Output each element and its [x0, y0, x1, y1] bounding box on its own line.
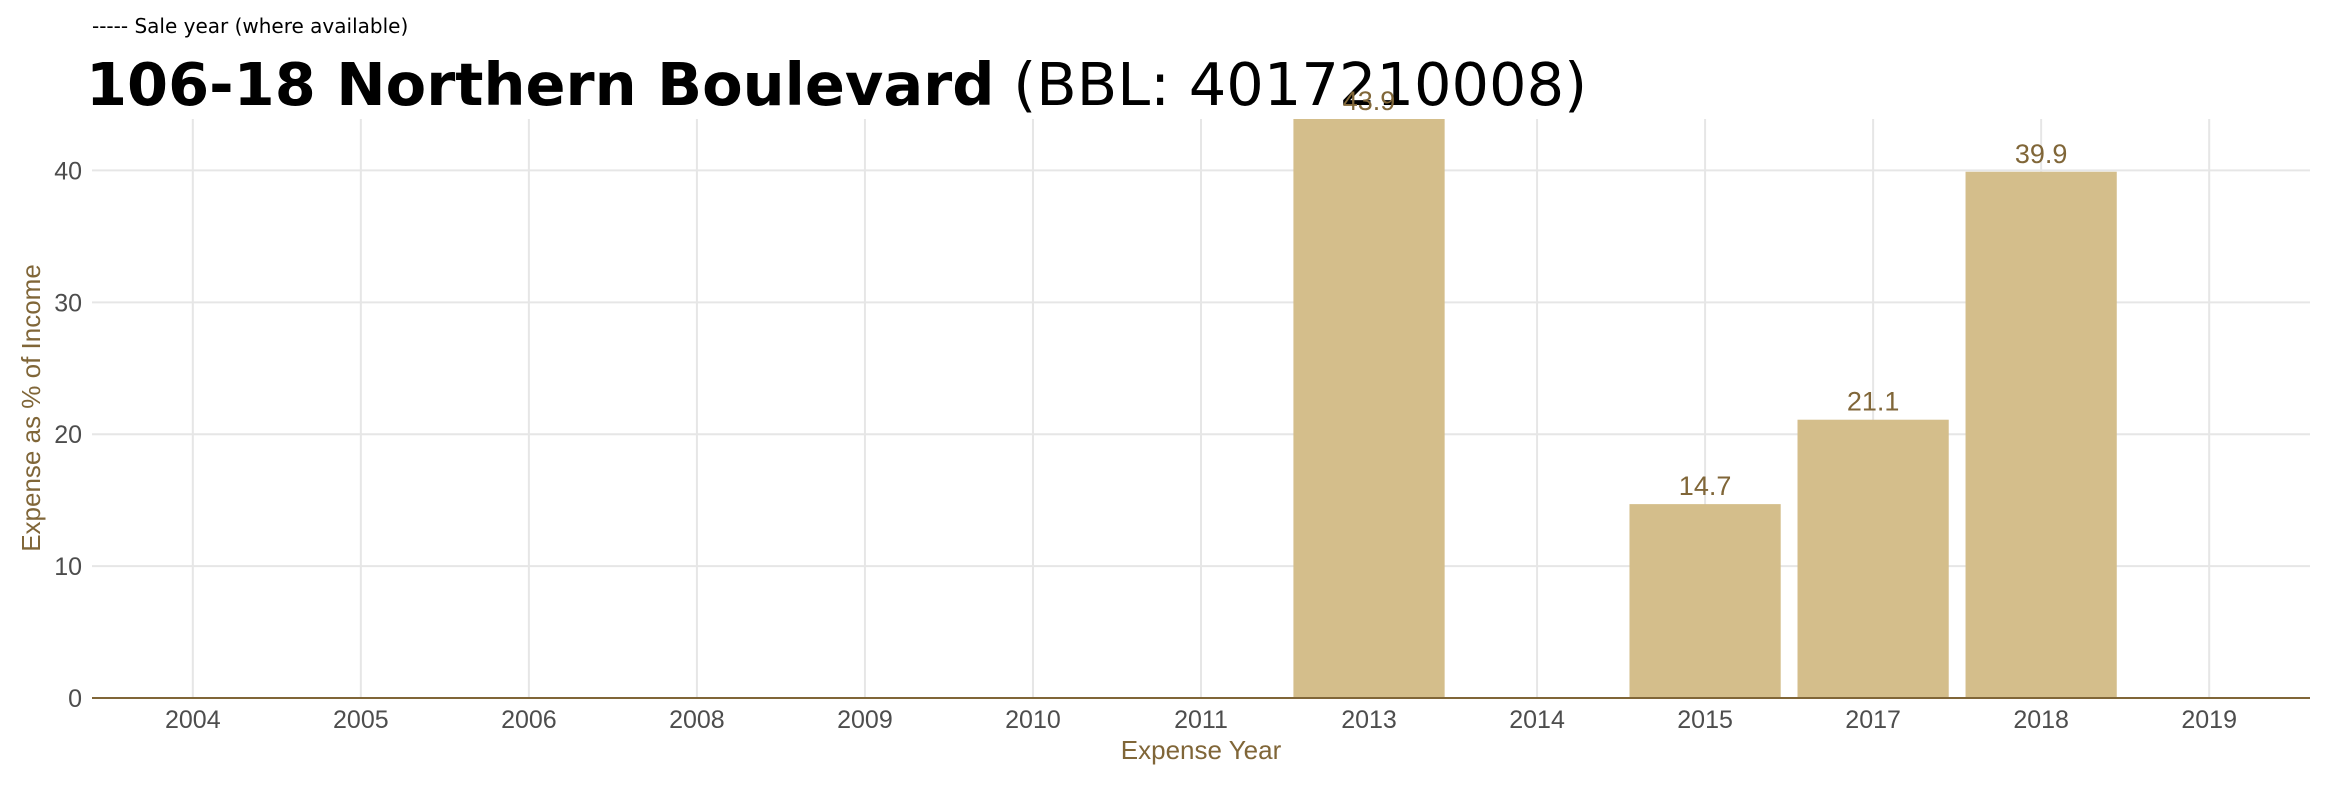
- legend-note: ----- Sale year (where available): [92, 14, 409, 38]
- x-tick-label: 2014: [1509, 706, 1565, 734]
- y-tick-label: 10: [54, 553, 82, 581]
- y-tick-label: 30: [54, 289, 82, 317]
- title-address: 106-18 Northern Boulevard: [86, 50, 995, 119]
- bar: [1629, 504, 1781, 698]
- y-axis-label: Expense as % of Income: [16, 264, 46, 552]
- y-tick-label: 20: [54, 421, 82, 449]
- bars: [1293, 119, 2117, 698]
- x-tick-label: 2006: [501, 706, 557, 734]
- title-bbl: (BBL: 4017210008): [1013, 50, 1588, 119]
- x-tick-label: 2010: [1005, 706, 1061, 734]
- x-tick-label: 2019: [2181, 706, 2237, 734]
- data-label: 14.7: [1679, 471, 1732, 501]
- x-tick-label: 2011: [1174, 706, 1228, 734]
- x-tick-label: 2015: [1677, 706, 1733, 734]
- data-labels: 43.9 14.7 21.1 39.9: [1343, 86, 2068, 501]
- x-axis-label: Expense Year: [1121, 735, 1282, 765]
- y-tick-label: 40: [54, 157, 82, 185]
- x-tick-label: 2009: [837, 706, 893, 734]
- x-tick-label: 2018: [2013, 706, 2069, 734]
- data-label: 43.9: [1343, 86, 1396, 116]
- x-tick-label: 2005: [333, 706, 389, 734]
- data-label: 21.1: [1847, 387, 1900, 417]
- y-tick-labels: 0 10 20 30 40: [54, 157, 82, 713]
- bar: [1293, 119, 1445, 698]
- x-tick-label: 2008: [669, 706, 725, 734]
- bar: [1965, 171, 2117, 698]
- x-tick-labels: 2004 2005 2006 2008 2009 2010 2011 2013 2014 2015…: [165, 706, 2237, 734]
- bar: [1797, 419, 1949, 698]
- data-label: 39.9: [2015, 139, 2068, 169]
- y-tick-label: 0: [68, 685, 82, 713]
- grid: [92, 119, 2310, 699]
- x-tick-label: 2013: [1341, 706, 1397, 734]
- x-tick-label: 2017: [1845, 706, 1901, 734]
- chart-title: 106-18 Northern Boulevard (BBL: 40172100…: [86, 50, 1587, 119]
- x-tick-label: 2004: [165, 706, 221, 734]
